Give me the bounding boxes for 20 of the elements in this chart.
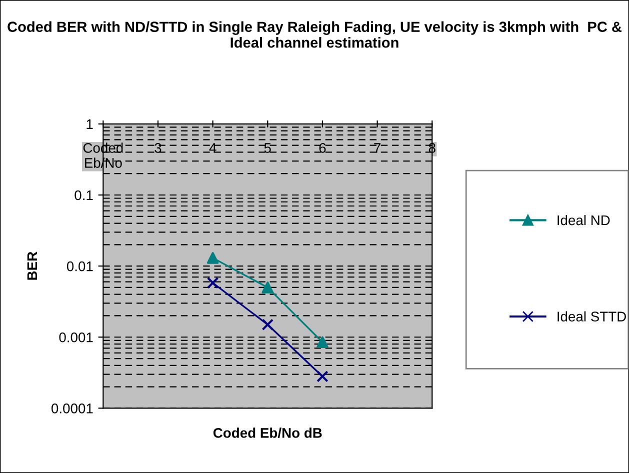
chart-title: Coded BER with ND/STTD in Single Ray Raleigh Fading, UE velocity is 3kmph with PC & Ideal channel estimation <box>8 21 622 48</box>
legend-label: Ideal ND <box>558 214 610 226</box>
point <box>262 318 274 331</box>
point <box>316 336 328 348</box>
point <box>206 276 219 289</box>
point <box>206 252 219 264</box>
legend-label: Ideal STTD <box>558 311 626 322</box>
x-tick-label: 7 <box>374 143 380 153</box>
y-tick-label: 0.1 <box>74 190 93 200</box>
point <box>262 282 274 294</box>
y-tick-label: 0.001 <box>59 332 93 342</box>
y-tick-label: 0.01 <box>66 261 93 272</box>
x-tick-label: 6 <box>319 143 326 153</box>
point <box>316 370 328 382</box>
y-axis-title: BER <box>27 252 37 280</box>
y-tick-label: 0.0001 <box>52 404 93 414</box>
x-tick-label: 4 <box>209 143 216 153</box>
x-axis-title: Coded Eb/No dB <box>213 428 322 438</box>
y-tick-label: 1 <box>86 119 93 129</box>
x-tick-label: 5 <box>264 143 271 153</box>
